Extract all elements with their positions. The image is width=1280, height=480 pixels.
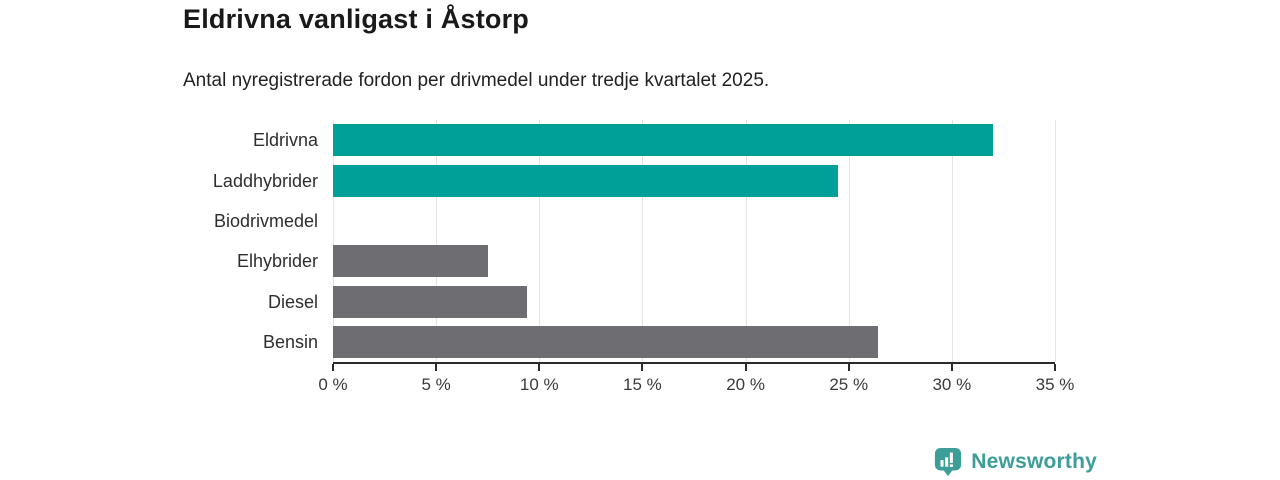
tick-label: 20 % (726, 375, 765, 394)
value-axis: 0 % 5 % 10 % 15 % 20 % 25 % 30 % 35 % (318, 364, 1074, 404)
tick-mark (435, 364, 438, 371)
gridline (642, 120, 644, 362)
bar-laddhybrider (333, 164, 839, 197)
tick-label: 15 % (623, 375, 662, 394)
tick-label: 0 % (318, 375, 348, 394)
chart-subtitle: Antal nyregistrerade fordon per drivmede… (183, 70, 770, 91)
category-axis: Eldrivna Laddhybrider Biodrivmedel Elhybrid… (0, 120, 318, 362)
tick-mark (332, 364, 334, 371)
gridline (333, 120, 334, 362)
gridline (951, 120, 953, 362)
category-label: Diesel (267, 291, 318, 312)
bar-elhybrider (333, 245, 488, 278)
newsworthy-bar-chart-pin-icon (935, 447, 962, 477)
category-label: Elhybrider (236, 251, 318, 272)
gridline (539, 120, 541, 362)
tick-label: 30 % (932, 375, 972, 394)
tick-mark (744, 364, 747, 371)
gridline (436, 120, 438, 362)
page-title: Eldrivna vanligast i Åstorp (183, 4, 529, 34)
tick-mark (950, 364, 953, 371)
category-label: Laddhybrider (212, 170, 318, 191)
tick-mark (1054, 364, 1056, 371)
plot-area (333, 120, 1056, 364)
category-label: Bensin (262, 331, 318, 352)
bar-bensin (333, 325, 878, 358)
brand-logo: Newsworthy (933, 446, 1097, 478)
category-label: Biodrivmedel (213, 210, 318, 231)
gridline (1055, 120, 1056, 362)
gridline (848, 120, 850, 362)
bar-diesel (333, 285, 527, 318)
brand-name: Newsworthy (971, 450, 1097, 473)
tick-mark (641, 364, 644, 371)
tick-mark (538, 364, 541, 371)
gridline (745, 120, 747, 362)
tick-label: 35 % (1035, 375, 1075, 394)
category-label: Eldrivna (252, 130, 318, 151)
tick-label: 5 % (421, 375, 451, 394)
bar-eldrivna (333, 124, 994, 157)
tick-label: 10 % (519, 375, 559, 394)
tick-label: 25 % (829, 375, 869, 394)
tick-mark (847, 364, 850, 371)
